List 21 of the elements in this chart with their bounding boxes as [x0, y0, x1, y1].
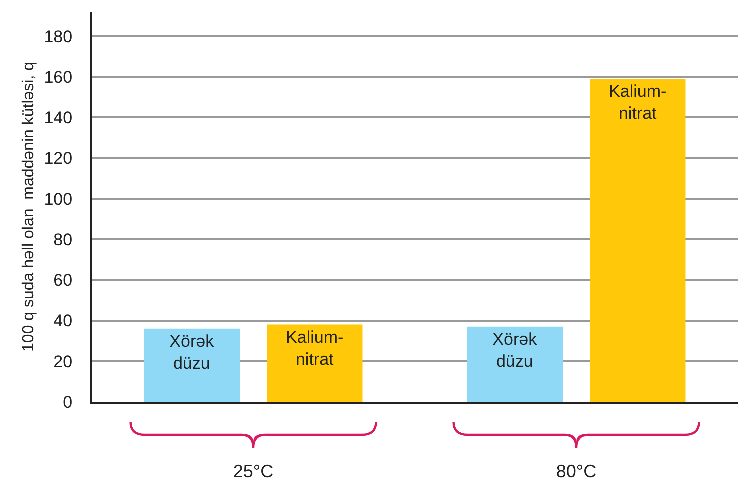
y-tick-label: 60: [54, 271, 73, 290]
y-tick-label: 180: [44, 27, 73, 46]
bar: [144, 328, 240, 402]
series-label: Kalium-nitrat: [286, 328, 344, 369]
bar: [590, 79, 686, 402]
text: Xörək düzu: [492, 330, 538, 371]
y-tick-label: 80: [54, 230, 73, 250]
y-tick-label: 140: [44, 108, 73, 128]
y-tick-label: 20: [54, 352, 73, 372]
y-tick-label: 0: [63, 392, 73, 412]
y-tick-label: 120: [44, 149, 73, 168]
x-tick-label: 80°C: [556, 462, 597, 481]
y-tick-label: 40: [54, 312, 73, 331]
y-axis-title: 100 q suda həll olan maddənin kütləsi, q: [20, 62, 38, 352]
x-tick-label: 25°C: [233, 462, 274, 481]
series-label: Xörək düzu: [170, 332, 215, 373]
y-tick-label: 100: [44, 190, 73, 209]
y-tick-label: 160: [44, 68, 73, 87]
bar: [467, 326, 563, 402]
text: Kalium-nitrat: [609, 82, 667, 124]
bar: [267, 324, 363, 402]
